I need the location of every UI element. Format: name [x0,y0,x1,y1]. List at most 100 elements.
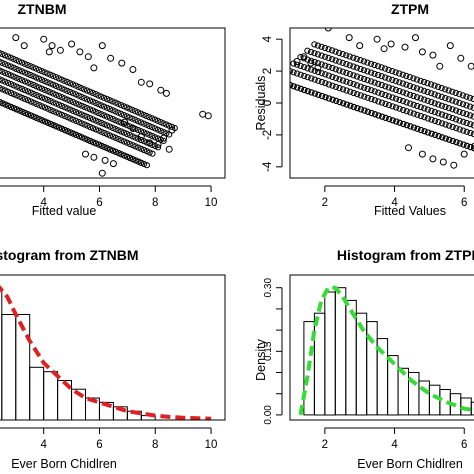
data-point [308,89,315,96]
data-point [336,67,343,74]
data-point [360,58,367,65]
data-point [421,114,428,121]
data-point [346,62,353,69]
data-point [379,113,386,120]
plot-area [298,285,474,416]
plot-frame [289,274,474,421]
data-point [308,75,315,82]
data-point [392,69,399,76]
data-point [10,73,17,80]
data-point [304,65,311,72]
data-point [27,112,34,119]
data-point [44,96,51,104]
data-point [297,54,304,61]
data-point [118,119,125,126]
data-point [467,112,474,119]
y-tick-label: -2 [262,130,274,140]
data-point [78,102,85,109]
data-point [389,85,396,92]
data-point [460,150,468,158]
data-point [98,119,105,127]
data-point [72,91,79,98]
data-point [353,64,360,71]
data-point [41,69,48,76]
data-point [53,109,60,116]
data-point [382,74,389,81]
data-point [21,87,29,94]
data-point [460,118,467,125]
y-axis-label: Density [254,338,268,380]
data-point [126,114,133,121]
data-point [400,106,407,114]
data-point [109,133,117,140]
data-point [460,127,467,134]
data-point [115,118,122,125]
data-point [407,123,414,130]
data-point [357,83,364,90]
data-point [375,98,382,105]
data-point [385,84,392,91]
data-point [424,80,431,87]
data-point [382,114,389,122]
data-point [466,94,473,101]
data-point [449,97,456,104]
data-point [78,93,85,101]
data-point [7,63,14,70]
data-point [428,130,435,137]
data-point [72,82,79,89]
data-point [270,77,275,82]
data-point [44,88,51,95]
data-point [68,40,76,48]
x-tick-label: 8 [152,197,158,209]
data-point [375,71,382,79]
y-tick-label: -4 [262,161,274,172]
data-point [12,34,20,42]
data-point [463,119,470,127]
data-point [445,105,452,112]
data-point [121,138,128,145]
density-curve [0,285,212,420]
data-point [435,119,442,126]
data-point [392,78,399,85]
data-point [396,119,403,126]
data-point [16,107,23,114]
data-point [371,97,378,104]
data-point [21,69,28,76]
data-point [146,114,153,121]
data-point [112,108,119,115]
data-point [360,67,368,74]
data-point [13,83,20,90]
data-point [38,94,46,101]
data-point [439,120,446,127]
data-point [428,98,435,106]
data-point [115,109,122,116]
data-point [403,122,410,129]
data-point [0,49,3,56]
data-point [8,103,15,111]
data-point [135,158,142,165]
data-point [368,78,375,85]
data-point [457,54,465,62]
data-point [101,103,108,110]
data-point [58,102,65,110]
data-point [314,42,321,49]
data-point [401,43,409,51]
histogram-bar [1,314,17,420]
data-point [403,72,410,80]
data-point [354,105,361,112]
data-point [325,46,332,53]
data-point [84,96,91,103]
data-point [58,111,66,118]
data-point [129,125,137,132]
data-point [141,160,148,168]
data-point [81,103,88,111]
data-point [64,105,71,112]
data-point [7,54,14,61]
data-point [118,110,125,118]
data-point [311,58,318,66]
data-point [456,91,463,98]
data-point [84,87,91,94]
data-point [367,60,375,67]
data-point [380,45,388,53]
data-point [403,81,410,88]
